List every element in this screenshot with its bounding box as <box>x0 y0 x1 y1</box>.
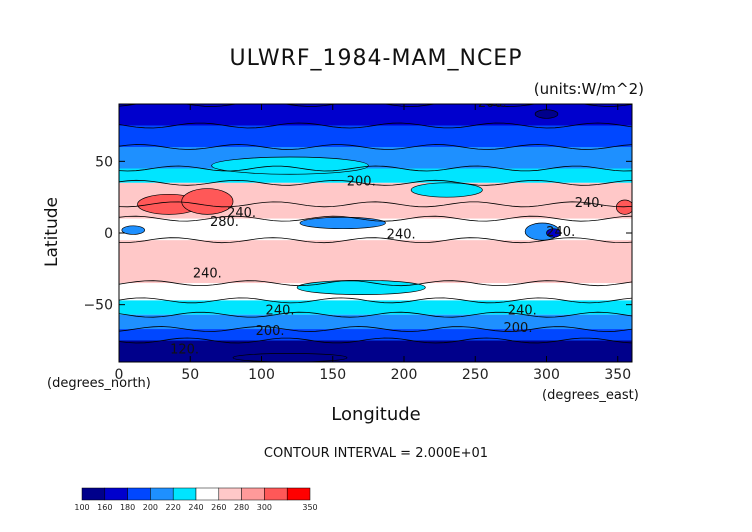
x-axis-label: Longitude <box>331 404 421 425</box>
contour-field <box>119 104 632 362</box>
colorbar-swatch <box>150 487 174 501</box>
latitude-band <box>119 300 632 315</box>
colorbar-tick-label: 100 <box>74 503 89 512</box>
latitude-band <box>119 204 632 219</box>
y-tick-label: −50 <box>83 298 113 314</box>
colorbar-tick-label: 180 <box>120 503 135 512</box>
contour-line <box>119 215 632 222</box>
y-tick-label: 50 <box>95 154 113 170</box>
colorbar-swatch <box>286 487 311 501</box>
contour-line <box>119 104 632 107</box>
x-units-label: (degrees_east) <box>542 388 639 403</box>
colorbar-swatch <box>81 487 106 501</box>
contour-label: 240. <box>546 225 575 240</box>
colorbar-tick-label: 260 <box>211 503 226 512</box>
x-tick-label: 200 <box>391 367 418 383</box>
x-tick-label: 50 <box>181 367 199 383</box>
contour-feature <box>615 199 632 215</box>
colorbar-tick-label: 300 <box>257 503 272 512</box>
colorbar-swatch <box>172 487 197 501</box>
contour-line <box>119 165 632 172</box>
contour-line <box>119 337 632 344</box>
contour-feature <box>410 182 483 198</box>
contour-label: 200. <box>347 175 376 190</box>
contour-line <box>119 122 632 129</box>
contour-line <box>119 326 632 332</box>
contour-line <box>119 280 632 287</box>
x-tick-label: 150 <box>319 367 346 383</box>
contour-feature <box>211 156 369 175</box>
contour-labels: 200.200.240.240.280.240. 240.240.240. 240.… <box>170 96 604 357</box>
contour-feature <box>546 228 562 238</box>
contour-feature <box>121 225 145 235</box>
colorbar-tick-label: 350 <box>302 503 317 512</box>
latitude-band <box>119 104 632 126</box>
contour-feature <box>296 279 426 295</box>
contour-feature <box>534 109 559 119</box>
colorbar: 100 160 180 200 220 240 260 280 300 350 <box>74 487 318 512</box>
contour-label: 240. <box>193 266 222 281</box>
contour-label: 200. <box>478 96 507 111</box>
contour-label: 240. <box>508 304 537 319</box>
contour-label: 280. <box>210 215 239 230</box>
contour-label: 200. <box>504 321 533 336</box>
colorbar-tick-label: 160 <box>97 503 112 512</box>
contour-label: 200. <box>256 324 285 339</box>
chart-title: ULWRF_1984-MAM_NCEP <box>229 46 523 71</box>
colorbar-swatch <box>218 487 242 501</box>
contour-line <box>119 201 632 208</box>
colorbar-tick-label: 220 <box>166 503 181 512</box>
units-label: (units:W/m^2) <box>533 80 644 98</box>
contour-feature <box>299 216 386 230</box>
contour-label: 240. <box>387 228 416 243</box>
latitude-band <box>119 218 632 241</box>
colorbar-swatch <box>127 487 151 501</box>
colorbar-swatch <box>104 487 128 501</box>
latitude-band <box>119 125 632 147</box>
contour-feature <box>232 353 348 362</box>
contour-label: 240. <box>266 304 295 319</box>
colorbar-tick-label: 200 <box>143 503 158 512</box>
contour-feature <box>181 188 234 215</box>
colorbar-swatch <box>195 487 220 501</box>
contour-label: 120. <box>170 342 199 357</box>
latitude-band <box>119 240 632 284</box>
latitude-band <box>119 182 632 205</box>
latitude-band <box>119 147 632 169</box>
x-tick-label: 300 <box>533 367 560 383</box>
contour-line <box>119 311 632 318</box>
x-tick-label: 350 <box>604 367 631 383</box>
colorbar-swatch <box>264 487 288 501</box>
contour-line <box>119 237 632 244</box>
latitude-band <box>119 329 632 341</box>
contour-interval-text: CONTOUR INTERVAL = 2.000E+01 <box>263 446 489 461</box>
contour-line <box>119 179 632 186</box>
contour-line <box>119 144 632 150</box>
contour-label: 240. <box>227 206 256 221</box>
colorbar-tick-label: 280 <box>234 503 249 512</box>
contour-line <box>119 297 632 304</box>
y-axis-label: Latitude <box>42 197 62 267</box>
x-tick-label: 250 <box>462 367 489 383</box>
contour-label: 240. <box>575 196 604 211</box>
axes: 0 50 100 150 200 250 300 350 50 0 −50 <box>83 104 632 383</box>
colorbar-tick-label: 240 <box>188 503 203 512</box>
colorbar-swatch <box>241 487 265 501</box>
y-tick-label: 0 <box>104 226 113 242</box>
y-units-label: (degrees_north) <box>47 376 151 391</box>
latitude-band <box>119 314 632 330</box>
x-tick-label: 100 <box>248 367 275 383</box>
x-tick-label: 0 <box>115 367 124 383</box>
